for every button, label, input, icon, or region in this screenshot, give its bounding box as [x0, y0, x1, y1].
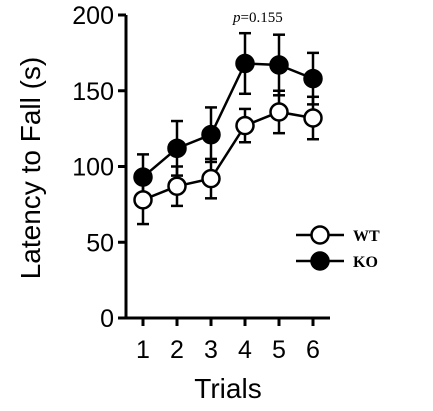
y-ticks: 0 50 100 150 200: [72, 2, 126, 333]
data-point-ko: [235, 53, 255, 74]
series-points: [133, 53, 323, 210]
p-value-annotation: p=0.155: [232, 10, 283, 26]
data-point-ko: [269, 55, 289, 75]
legend: WT KO: [296, 225, 380, 271]
data-point-wt: [235, 115, 255, 136]
y-tick-label: 0: [100, 305, 114, 333]
x-tick-label: 6: [306, 336, 320, 364]
y-tick-label: 50: [86, 229, 114, 257]
data-point-ko: [303, 68, 323, 89]
x-axis-title: Trials: [194, 373, 261, 404]
data-point-ko: [167, 138, 187, 159]
p-value-text: =0.155: [241, 10, 283, 26]
y-tick-label: 150: [72, 78, 114, 106]
legend-label-ko: KO: [353, 254, 378, 271]
legend-item-wt: WT: [296, 225, 380, 245]
legend-label-wt: WT: [353, 228, 380, 245]
y-axis-title: Latency to Fall (s): [15, 57, 46, 280]
data-point-ko: [201, 124, 221, 145]
legend-item-ko: KO: [296, 251, 378, 271]
data-point-wt: [269, 102, 289, 122]
legend-marker-wt: [310, 225, 330, 245]
data-point-wt: [133, 190, 153, 210]
data-point-ko: [133, 167, 153, 187]
y-tick-label: 100: [72, 154, 114, 182]
data-point-wt: [201, 168, 221, 189]
x-tick-label: 2: [170, 336, 184, 364]
x-tick-label: 4: [238, 336, 252, 364]
error-bars: [137, 31, 319, 226]
data-point-wt: [303, 108, 323, 128]
data-point-wt: [167, 176, 187, 196]
series-lines: [142, 62, 314, 201]
x-tick-label: 1: [136, 336, 150, 364]
series-line-ko: [142, 62, 314, 179]
y-tick-label: 200: [72, 2, 114, 30]
p-value-prefix: p: [232, 10, 241, 26]
x-tick-label: 5: [272, 336, 286, 364]
y-axis: 0 50 100 150 200: [72, 2, 128, 333]
legend-marker-ko: [310, 251, 330, 271]
x-tick-label: 3: [204, 336, 218, 364]
